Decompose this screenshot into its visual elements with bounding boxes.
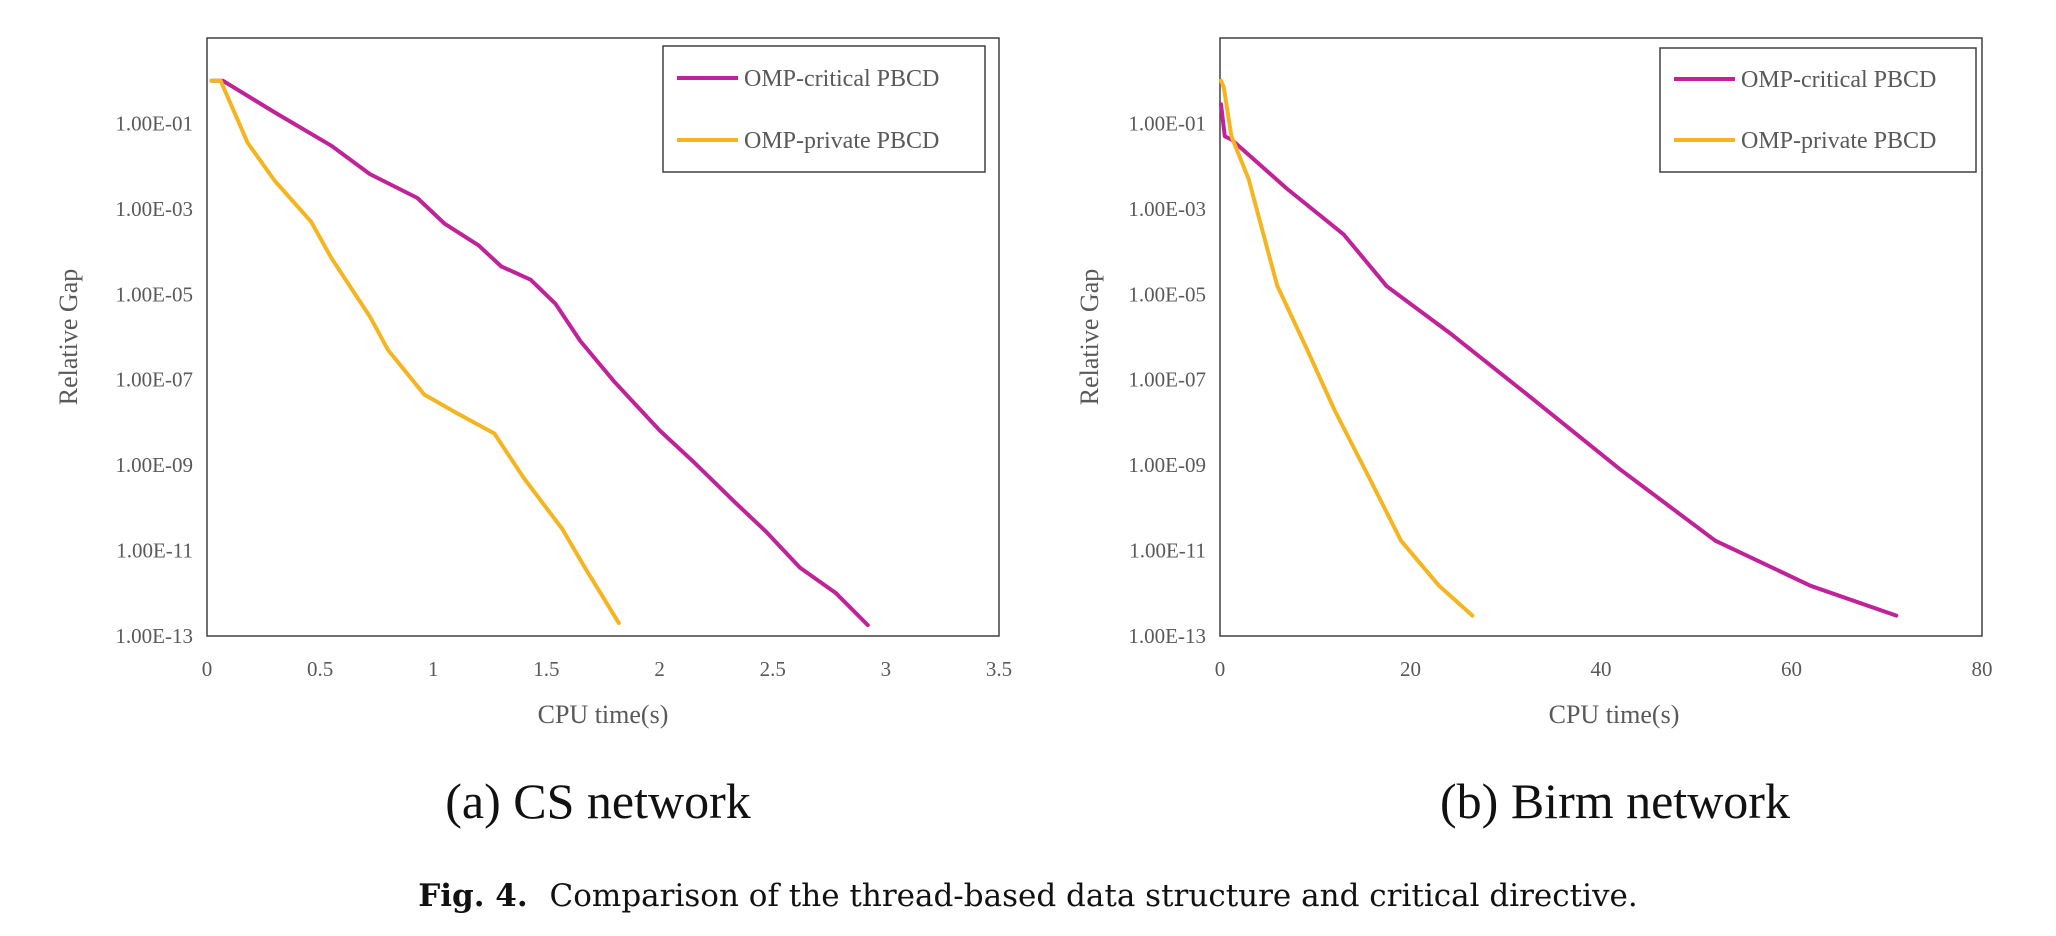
x-axis-label: CPU time(s) <box>1549 700 1680 729</box>
plot-frame <box>1219 37 1983 637</box>
legend-entry-omp-private: OMP-private PBCD <box>744 128 939 154</box>
y-tick-label: 1.00E-07 <box>115 368 193 392</box>
x-tick-label: 2 <box>654 657 665 681</box>
x-tick-label: 0.5 <box>307 657 333 681</box>
y-tick-label: 1.00E-01 <box>1128 111 1206 135</box>
series-lines <box>1219 78 1899 618</box>
y-tick-labels: 1.00E-01 1.00E-03 1.00E-05 1.00E-07 1.00E-09… <box>115 111 193 648</box>
x-tick-label: 80 <box>1972 657 1993 681</box>
x-tick-label: 1.5 <box>533 657 559 681</box>
series-lines <box>209 78 870 628</box>
y-tick-label: 1.00E-01 <box>115 111 193 135</box>
y-tick-labels: 1.00E-01 1.00E-03 1.00E-05 1.00E-07 1.00E-09… <box>1128 111 1206 648</box>
x-tick-label: 2.5 <box>760 657 786 681</box>
legend-frame <box>1659 47 1977 173</box>
x-tick-labels: 0 0.5 1 1.5 2 2.5 3 3.5 <box>202 657 1012 681</box>
legend-entry-omp-critical: OMP-critical PBCD <box>1741 67 1936 93</box>
x-tick-labels: 0 20 40 60 80 <box>1215 657 1993 681</box>
y-tick-label: 1.00E-05 <box>1128 282 1206 306</box>
y-axis-label: Relative Gap <box>54 269 83 405</box>
y-tick-label: 1.00E-11 <box>116 539 193 563</box>
y-tick-label: 1.00E-03 <box>1128 197 1206 221</box>
series-line-omp-critical <box>1219 102 1899 618</box>
series-line-omp-private <box>1219 78 1475 618</box>
x-axis-label: CPU time(s) <box>538 700 669 729</box>
legend-entry-omp-critical: OMP-critical PBCD <box>744 66 939 92</box>
subcaption-b: (b) Birm network <box>1440 773 1790 829</box>
y-tick-label: 1.00E-07 <box>1128 368 1206 392</box>
subcaption-a: (a) CS network <box>445 773 751 829</box>
x-tick-label: 0 <box>202 657 213 681</box>
plot-frame <box>206 37 1000 637</box>
y-axis-label: Relative Gap <box>1075 269 1104 405</box>
y-tick-label: 1.00E-13 <box>1128 624 1206 648</box>
x-tick-label: 0 <box>1215 657 1226 681</box>
x-tick-label: 3.5 <box>986 657 1012 681</box>
x-tick-label: 20 <box>1400 657 1421 681</box>
x-tick-label: 3 <box>881 657 892 681</box>
y-tick-label: 1.00E-03 <box>115 197 193 221</box>
y-tick-label: 1.00E-09 <box>1128 453 1206 477</box>
legend: OMP-critical PBCD OMP-private PBCD <box>1659 47 1977 173</box>
series-line-omp-private <box>209 78 621 626</box>
figure-caption-label: Fig. 4. <box>418 878 527 914</box>
y-tick-label: 1.00E-09 <box>115 453 193 477</box>
panel-birm-network: 1.00E-01 1.00E-03 1.00E-05 1.00E-07 1.00E-09… <box>1075 37 1993 729</box>
legend: OMP-critical PBCD OMP-private PBCD <box>662 45 986 173</box>
x-tick-label: 40 <box>1591 657 1612 681</box>
x-tick-label: 1 <box>428 657 439 681</box>
panel-cs-network: 1.00E-01 1.00E-03 1.00E-05 1.00E-07 1.00E-09… <box>54 37 1012 729</box>
y-tick-label: 1.00E-05 <box>115 282 193 306</box>
figure-caption: Fig. 4. Comparison of the thread-based d… <box>418 878 1637 914</box>
series-line-omp-critical <box>209 78 870 628</box>
y-tick-label: 1.00E-11 <box>1129 539 1206 563</box>
legend-frame <box>662 45 986 173</box>
y-tick-label: 1.00E-13 <box>115 624 193 648</box>
figure-caption-text: Comparison of the thread-based data stru… <box>550 878 1638 914</box>
x-tick-label: 60 <box>1781 657 1802 681</box>
legend-entry-omp-private: OMP-private PBCD <box>1741 128 1936 154</box>
